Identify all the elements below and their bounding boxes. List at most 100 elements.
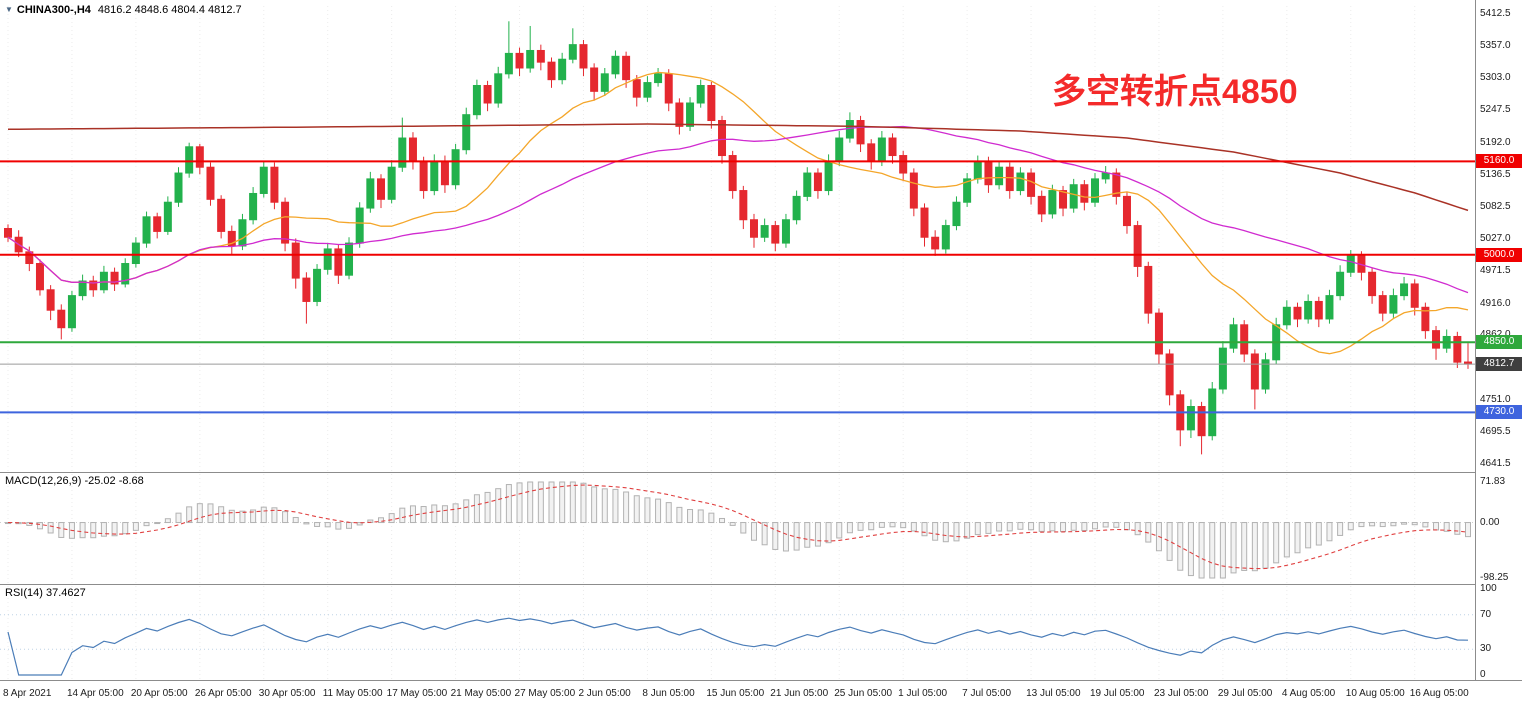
- candle-body: [856, 120, 865, 145]
- macd-histogram-bar: [143, 522, 150, 527]
- candle-body: [931, 236, 940, 250]
- macd-histogram-bar: [228, 509, 235, 524]
- time-axis[interactable]: 8 Apr 2021 14 Apr 05:00 20 Apr 05:00 26 Apr…: [0, 681, 1522, 706]
- candle-body: [739, 190, 748, 221]
- candle-body: [1016, 172, 1025, 192]
- candle-body: [973, 160, 982, 180]
- candle-body: [174, 172, 183, 203]
- candle-body: [462, 114, 471, 151]
- macd-histogram-bar: [516, 482, 523, 524]
- macd-histogram-bar: [580, 482, 587, 524]
- macd-indicator-title: MACD(12,26,9) -25.02 -8.68: [5, 475, 144, 487]
- macd-histogram-bar: [591, 486, 598, 524]
- macd-histogram-bar: [346, 522, 353, 529]
- candle-body: [1133, 225, 1142, 267]
- candle-body: [1293, 306, 1302, 320]
- candle-body: [600, 73, 609, 92]
- macd-histogram-bar: [1017, 522, 1024, 530]
- macd-histogram-bar: [974, 522, 981, 536]
- candle-body: [867, 143, 876, 162]
- price-axis-label: 4971.5: [1480, 265, 1511, 277]
- time-axis-label: 21 May 05:00: [450, 688, 512, 699]
- macd-axis-label: -98.25: [1480, 572, 1509, 583]
- macd-histogram-bar: [218, 506, 225, 524]
- macd-histogram-bar: [1358, 522, 1365, 528]
- macd-histogram-bar: [548, 481, 555, 524]
- candle-body: [707, 84, 716, 122]
- price-axis[interactable]: 5412.5 5357.0 5303.0 5247.5 5192.0 5136.5 5082…: [1476, 0, 1522, 680]
- candle-body: [718, 120, 727, 157]
- candle-body: [451, 149, 460, 186]
- candle-body: [1197, 406, 1206, 437]
- candle-body: [270, 166, 279, 203]
- macd-histogram-bar: [122, 522, 129, 535]
- candle-body: [387, 166, 396, 200]
- current-price-badge: 4812.7: [1476, 357, 1522, 372]
- macd-histogram-bar: [1273, 522, 1280, 564]
- price-axis-label: 4641.5: [1480, 458, 1511, 469]
- price-axis-label: 4751.0: [1480, 394, 1511, 406]
- price-axis-label: 5247.5: [1480, 104, 1511, 116]
- candle-body: [249, 192, 258, 221]
- candle-body: [888, 137, 897, 157]
- macd-histogram-bar: [569, 481, 576, 524]
- macd-histogram-bar: [239, 510, 246, 524]
- macd-histogram-bar: [505, 484, 512, 524]
- macd-histogram-bar: [708, 512, 715, 524]
- candle-body: [536, 49, 545, 63]
- candle-body: [1378, 295, 1387, 314]
- candle-body: [78, 280, 87, 297]
- candle-body: [1048, 190, 1057, 215]
- macd-histogram-bar: [100, 522, 107, 537]
- time-axis-label: 21 Jun 05:00: [770, 688, 829, 699]
- price-axis-label: 5303.0: [1480, 71, 1511, 83]
- candle-body: [99, 271, 108, 291]
- candle-body: [408, 137, 417, 162]
- candle-body: [110, 271, 119, 285]
- candle-body: [941, 225, 950, 250]
- macd-histogram-bar: [495, 488, 502, 524]
- macd-histogram-bar: [1454, 522, 1461, 535]
- time-axis-label: 26 Apr 05:00: [194, 688, 252, 699]
- macd-histogram-bar: [1443, 522, 1450, 532]
- candle-body: [483, 84, 492, 104]
- candle-body: [440, 160, 449, 186]
- candle-body: [1304, 300, 1313, 320]
- candle-body: [1069, 184, 1078, 209]
- macd-signal-line: [7, 484, 1469, 570]
- candle-body: [1432, 330, 1441, 349]
- macd-histogram-bar: [868, 522, 875, 531]
- candle-body: [1154, 312, 1163, 355]
- macd-histogram-bar: [132, 522, 139, 531]
- candle-body: [558, 58, 567, 81]
- macd-histogram-bar: [527, 481, 534, 524]
- macd-histogram-bar: [793, 522, 800, 551]
- candle-body: [1421, 306, 1430, 332]
- time-axis-label: 10 Aug 05:00: [1345, 688, 1405, 699]
- macd-histogram-bar: [953, 522, 960, 542]
- candle-body: [1027, 172, 1036, 197]
- price-axis-label: 4916.0: [1480, 297, 1511, 309]
- candle-body: [494, 73, 503, 104]
- time-axis-label: 20 Apr 05:00: [130, 688, 188, 699]
- macd-histogram-bar: [1379, 522, 1386, 528]
- candle-body: [1250, 353, 1259, 390]
- rsi-axis-label: 100: [1480, 583, 1497, 594]
- time-axis-label: 16 Aug 05:00: [1409, 688, 1469, 699]
- annotation-text: 多空转折点4850: [1052, 73, 1298, 111]
- macd-histogram-bar: [878, 522, 885, 528]
- time-axis-label: 8 Apr 2021: [3, 688, 52, 699]
- symbol-dropdown-icon[interactable]: ▼: [5, 5, 13, 14]
- candle-body: [323, 248, 332, 270]
- candle-body: [504, 52, 513, 75]
- candle-body: [302, 277, 311, 302]
- candle-body: [472, 84, 481, 116]
- candle-body: [366, 178, 375, 209]
- macd-histogram-bar: [58, 522, 65, 538]
- macd-histogram-bar: [388, 513, 395, 524]
- macd-histogram-bar: [260, 506, 267, 524]
- macd-histogram-bar: [964, 522, 971, 539]
- macd-histogram-bar: [537, 481, 544, 524]
